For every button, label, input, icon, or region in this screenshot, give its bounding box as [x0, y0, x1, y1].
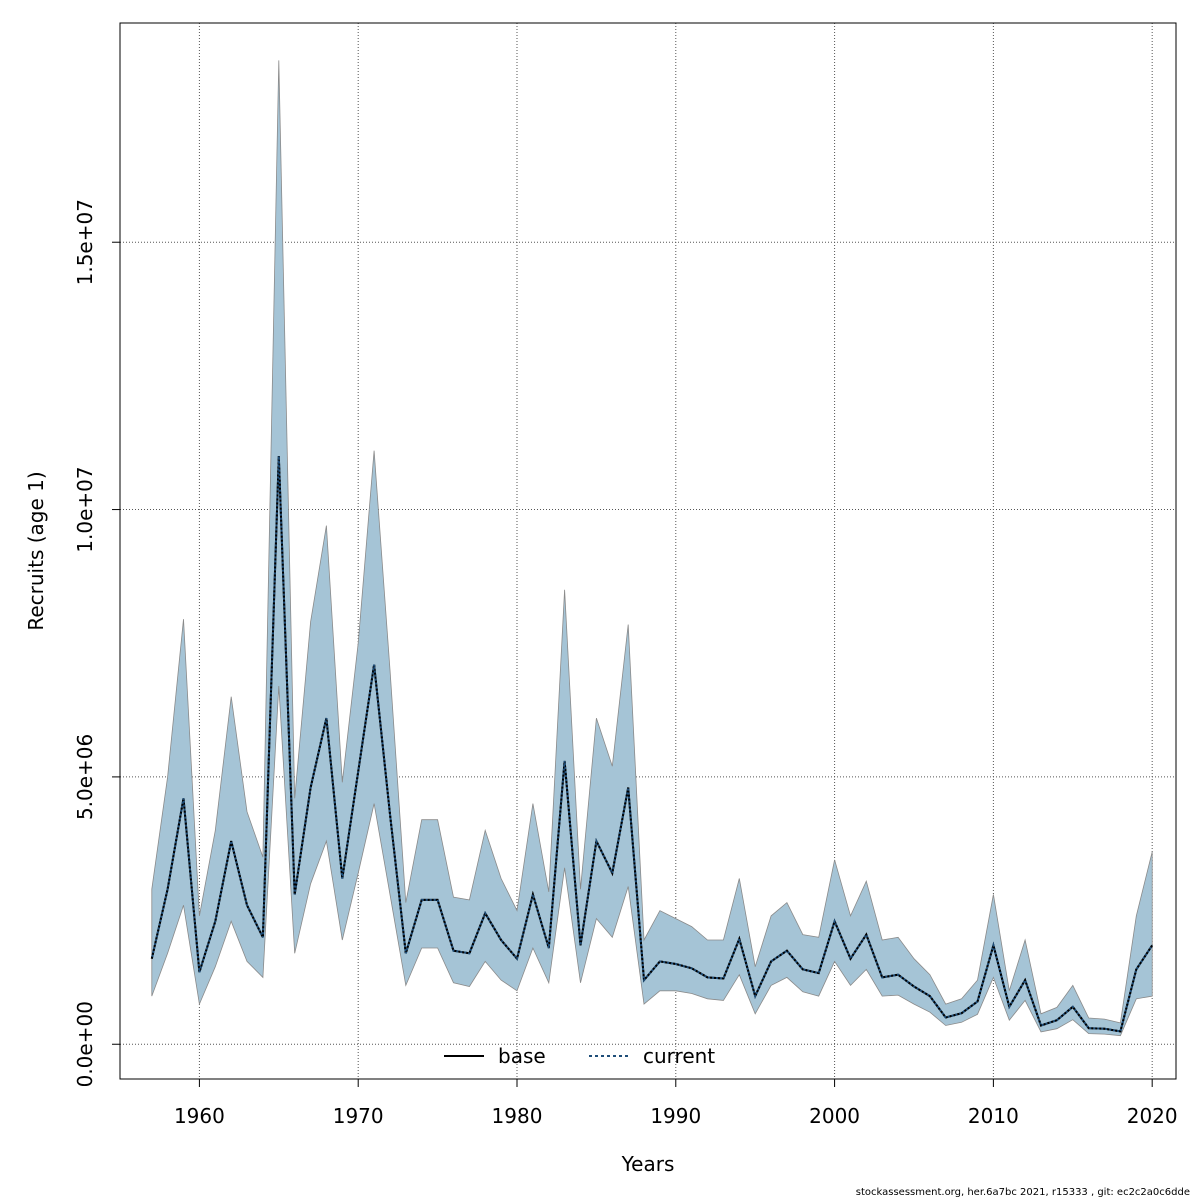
- y-tick-label: 1.5e+07: [73, 199, 97, 285]
- legend-label-base: base: [498, 1044, 546, 1068]
- x-tick-label: 2020: [1127, 1104, 1178, 1128]
- plot-frame: [119, 22, 1177, 1080]
- confidence-band: [151, 60, 1153, 1037]
- footer-credit: stockassessment.org, her.6a7bc 2021, r15…: [855, 1187, 1190, 1198]
- x-tick-label: 1990: [650, 1104, 701, 1128]
- x-tick-label: 2000: [809, 1104, 860, 1128]
- x-tick-label: 1960: [174, 1104, 225, 1128]
- x-tick-label: 1970: [333, 1104, 384, 1128]
- y-tick-label: 5.0e+06: [73, 734, 97, 820]
- series-line-current-accent: [150, 456, 1154, 1033]
- x-axis: 1960 1970 1980 1990 2000 2010 2020: [174, 1079, 1178, 1128]
- series-lines: [150, 456, 1154, 1033]
- legend: base current: [444, 1044, 715, 1068]
- x-tick-label: 1980: [492, 1104, 543, 1128]
- x-tick-label: 2010: [968, 1104, 1019, 1128]
- y-tick-label: 1.0e+07: [73, 466, 97, 552]
- y-axis-label: Recruits (age 1): [24, 471, 48, 630]
- y-axis: 0.0e+00 5.0e+06 1.0e+07 1.5e+07: [73, 199, 120, 1087]
- legend-label-current: current: [643, 1044, 715, 1068]
- y-tick-label: 0.0e+00: [73, 1001, 97, 1087]
- confidence-band-layer: [151, 60, 1153, 1037]
- x-axis-label: Years: [621, 1152, 675, 1176]
- series-line-current: [150, 456, 1154, 1033]
